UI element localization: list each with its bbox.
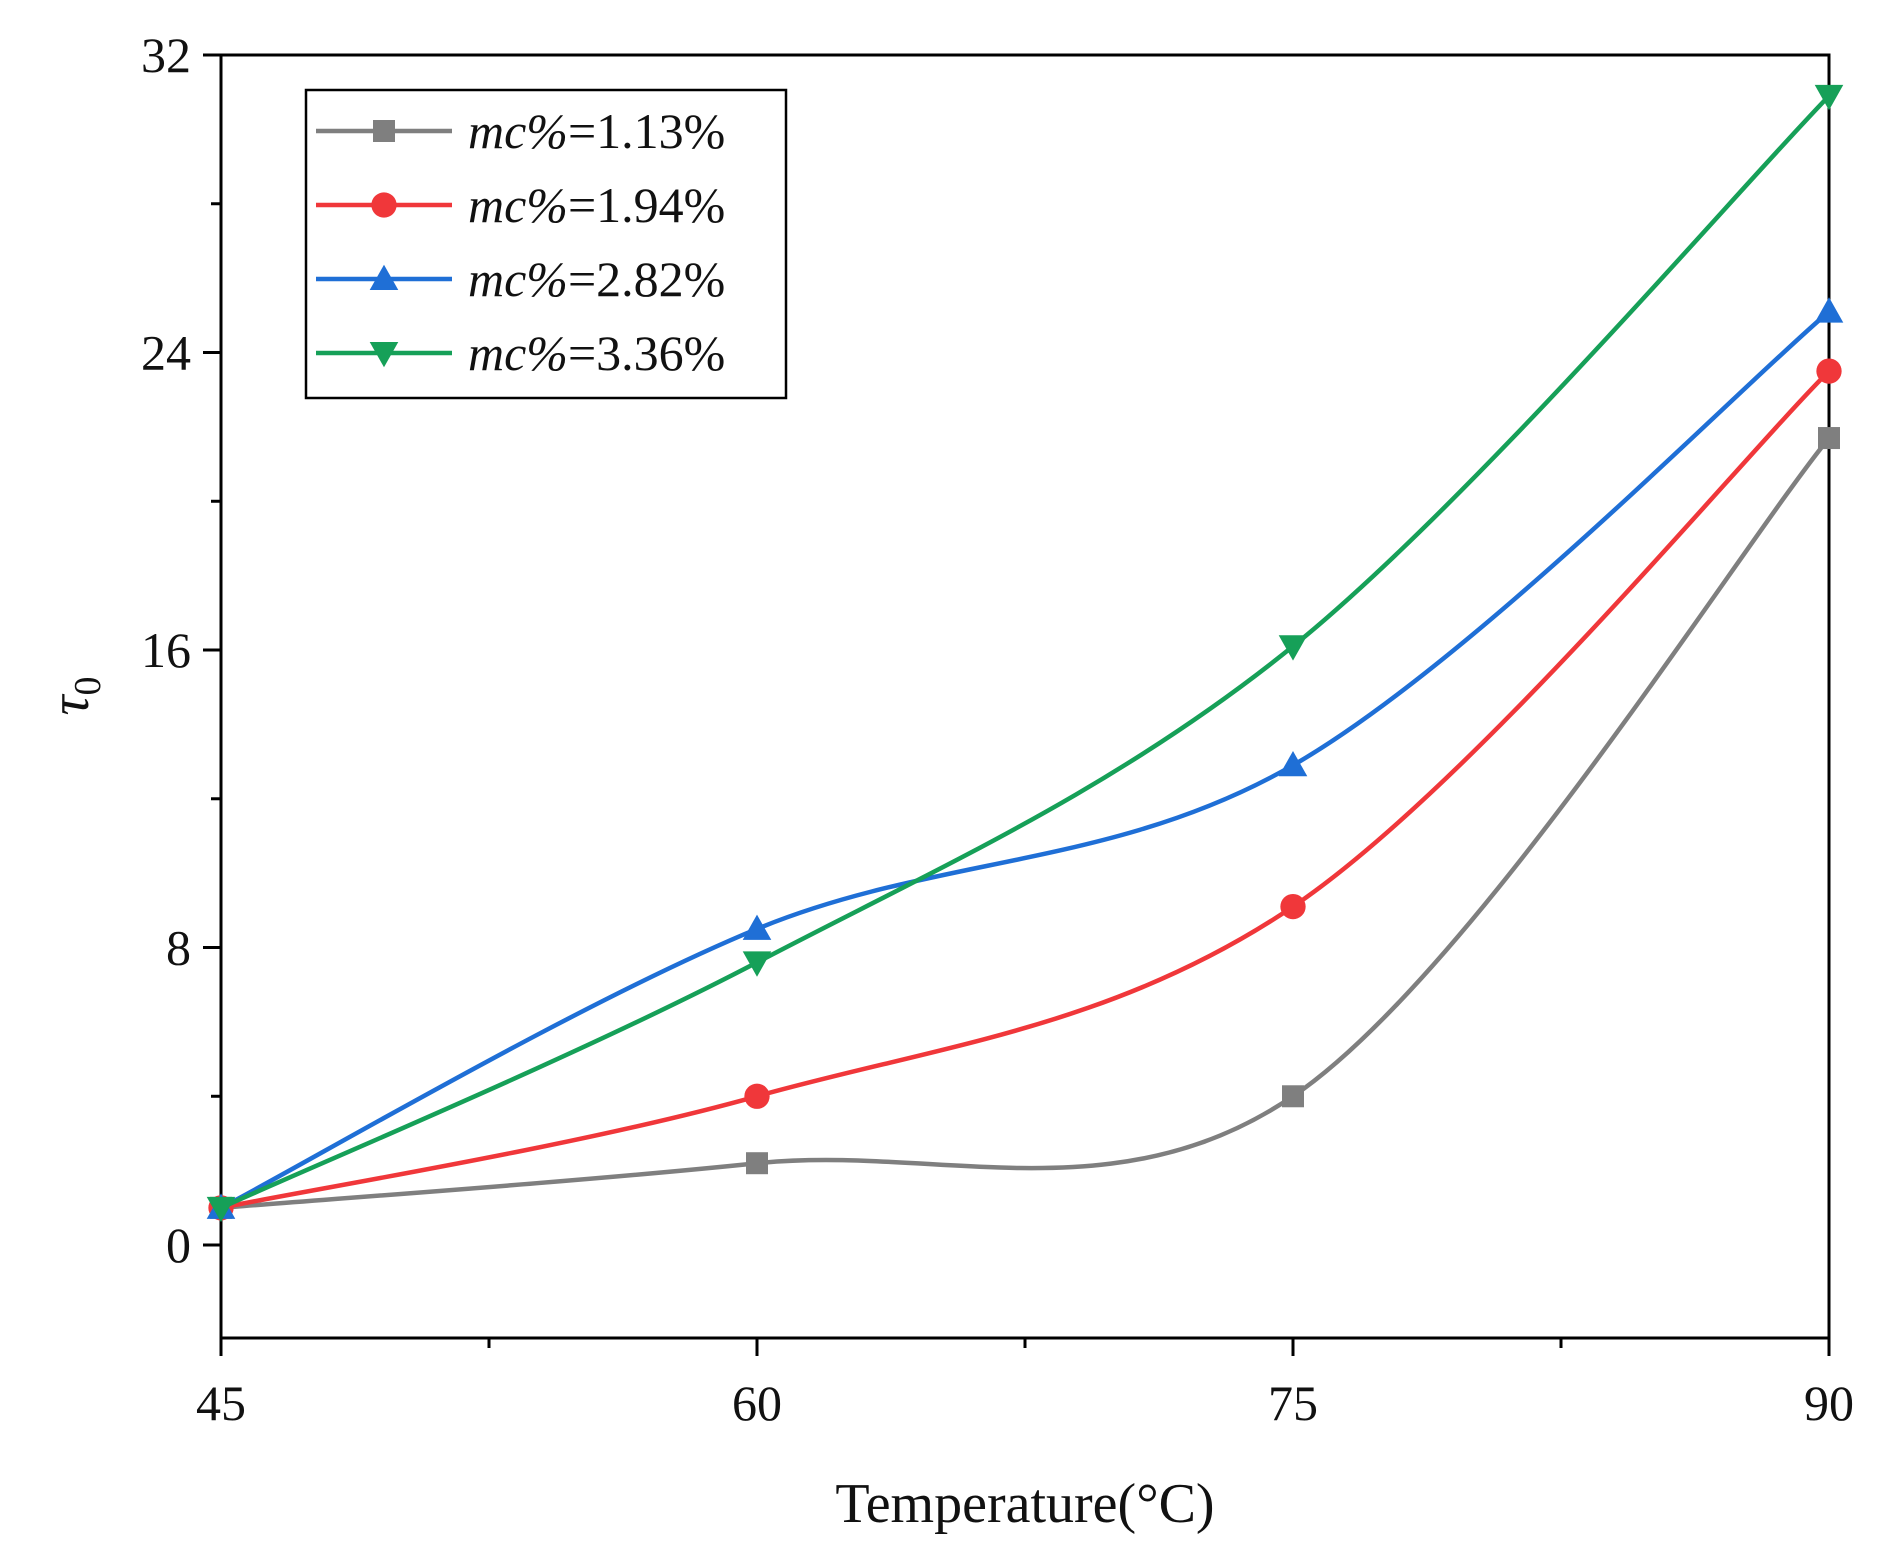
- data-point: [742, 914, 772, 940]
- x-axis-title: Temperature(°C): [835, 1473, 1214, 1535]
- y-axis: 0 8 16 24 32: [141, 27, 221, 1273]
- y-tick-label: 16: [141, 622, 191, 678]
- legend-item: mc%=1.94%: [316, 177, 725, 233]
- legend-marker: [373, 120, 395, 142]
- y-tick-label: 8: [166, 920, 191, 976]
- y-tick-label: 32: [141, 27, 191, 83]
- x-tick-label: 45: [196, 1375, 246, 1431]
- data-point: [206, 1196, 236, 1223]
- legend-marker: [369, 342, 399, 368]
- data-point: [746, 1152, 768, 1175]
- series-2: [208, 358, 1842, 1221]
- series-line: [220, 436, 1831, 1211]
- data-point: [1278, 750, 1308, 777]
- x-tick-label: 75: [1268, 1375, 1318, 1431]
- series-4: [206, 84, 1844, 1223]
- series-layer: [206, 84, 1844, 1223]
- data-point: [1816, 358, 1842, 384]
- series-line: [220, 94, 1831, 1210]
- series-1: [210, 427, 1840, 1219]
- y-tick-label: 24: [141, 325, 191, 381]
- legend-label: mc%=1.94%: [468, 177, 725, 233]
- series-line: [220, 369, 1831, 1211]
- data-point: [1278, 635, 1308, 661]
- legend-item: mc%=3.36%: [316, 325, 725, 381]
- data-point: [1814, 84, 1844, 111]
- y-axis-title: τ0: [39, 676, 109, 715]
- x-tick-label: 90: [1804, 1375, 1854, 1431]
- x-tick-label: 60: [732, 1375, 782, 1431]
- y-tick-label: 0: [166, 1217, 191, 1273]
- data-point: [1280, 893, 1306, 920]
- data-point: [1818, 427, 1840, 450]
- legend-label: mc%=1.13%: [468, 103, 725, 159]
- legend-item: mc%=2.82%: [316, 251, 725, 307]
- series-line: [219, 309, 1831, 1210]
- series-3: [206, 297, 1844, 1219]
- data-point: [742, 951, 772, 977]
- x-axis: 45 60 75 90: [196, 1338, 1854, 1431]
- legend-marker: [369, 264, 399, 290]
- data-point: [1814, 297, 1844, 323]
- data-point: [744, 1083, 770, 1109]
- legend-label: mc%=3.36%: [468, 325, 725, 381]
- legend: mc%=1.13% mc%=1.94% mc%=2.82% mc%=3.36%: [304, 88, 788, 400]
- data-point: [1282, 1085, 1304, 1108]
- legend-label: mc%=2.82%: [468, 251, 725, 307]
- legend-marker: [371, 192, 397, 218]
- legend-item: mc%=1.13%: [316, 103, 725, 159]
